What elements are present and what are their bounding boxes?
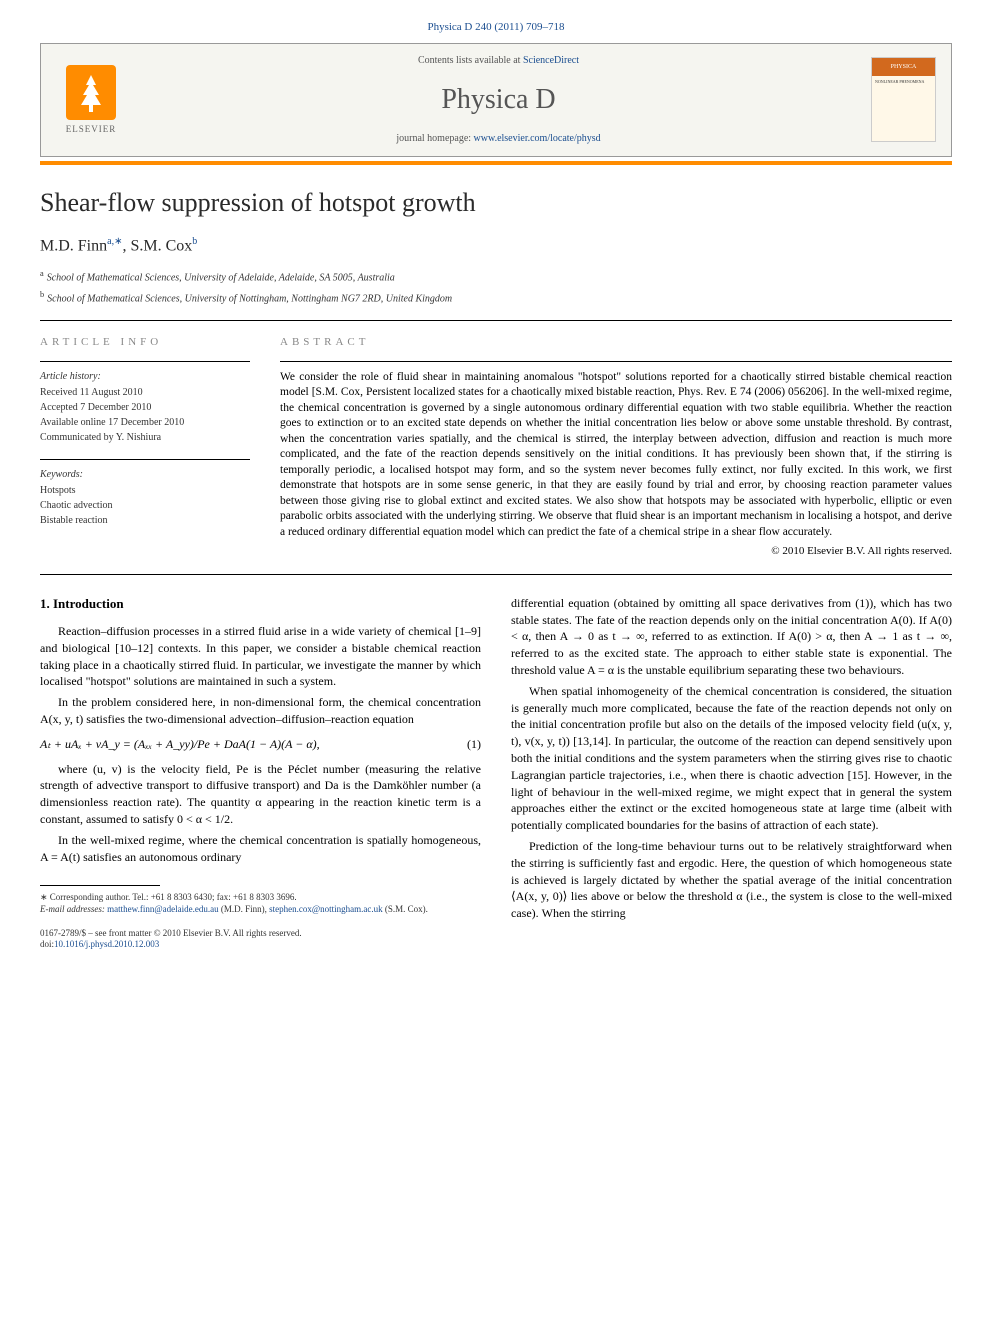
footer-line-1: 0167-2789/$ – see front matter © 2010 El… [40,928,481,940]
affiliation-a-text: School of Mathematical Sciences, Univers… [47,272,395,283]
footer-block: 0167-2789/$ – see front matter © 2010 El… [40,928,481,951]
contents-available: Contents lists available at ScienceDirec… [126,54,871,68]
eq1-body: Aₜ + uAₓ + vA_y = (Aₓₓ + A_yy)/Pe + DaA(… [40,736,320,753]
journal-header: ELSEVIER Contents lists available at Sci… [40,43,952,156]
received-line: Received 11 August 2010 [40,386,250,400]
email-addresses: E-mail addresses: matthew.finn@adelaide.… [40,904,481,916]
abstract-copyright: © 2010 Elsevier B.V. All rights reserved… [280,544,952,559]
footnote-block: ∗ Corresponding author. Tel.: +61 8 8303… [40,885,481,951]
email-1-link[interactable]: matthew.finn@adelaide.edu.au [107,904,218,914]
eq1-number: (1) [467,736,481,753]
keywords-block: Keywords: Hotspots Chaotic advection Bis… [40,468,250,528]
affiliation-a: aSchool of Mathematical Sciences, Univer… [40,268,952,285]
doi-link[interactable]: 10.1016/j.physd.2010.12.003 [54,939,159,949]
communicated-line: Communicated by Y. Nishiura [40,431,250,445]
doi-label: doi: [40,939,54,949]
keyword-3: Bistable reaction [40,514,250,528]
keywords-label: Keywords: [40,468,250,482]
abstract-rule [280,361,952,362]
body-p1: Reaction–diffusion processes in a stirre… [40,623,481,690]
history-label: Article history: [40,370,250,384]
citation-line: Physica D 240 (2011) 709–718 [40,20,952,35]
rule-top [40,320,952,321]
body-p3: where (u, v) is the velocity field, Pe i… [40,761,481,828]
homepage-link[interactable]: www.elsevier.com/locate/physd [474,133,601,144]
elsevier-logo: ELSEVIER [56,60,126,140]
email-2-who: (S.M. Cox). [383,904,428,914]
footnote-rule [40,885,160,886]
body-columns: 1. Introduction Reaction–diffusion proce… [40,595,952,951]
author-2: S.M. Cox [130,237,192,254]
keyword-2: Chaotic advection [40,499,250,513]
email-label: E-mail addresses: [40,904,107,914]
elsevier-label: ELSEVIER [66,123,117,136]
article-title: Shear-flow suppression of hotspot growth [40,185,952,221]
body-p5: differential equation (obtained by omitt… [511,595,952,679]
section-1-heading: 1. Introduction [40,595,481,613]
cover-body: NONLINEAR PHENOMENA [872,76,935,88]
journal-title: Physica D [126,80,871,119]
author-1-sup: a,∗ [107,236,122,247]
sciencedirect-link[interactable]: ScienceDirect [523,55,579,66]
cover-title: PHYSICA [872,58,935,76]
body-p7: Prediction of the long-time behaviour tu… [511,838,952,922]
info-rule-2 [40,459,250,460]
authors: M.D. Finna,∗, S.M. Coxb [40,235,952,258]
article-info-column: ARTICLE INFO Article history: Received 1… [40,335,250,559]
homepage-line: journal homepage: www.elsevier.com/locat… [126,132,871,146]
body-p2: In the problem considered here, in non-d… [40,694,481,728]
corresponding-author-note: ∗ Corresponding author. Tel.: +61 8 8303… [40,892,481,904]
rule-bottom [40,574,952,575]
article-history-block: Article history: Received 11 August 2010… [40,370,250,445]
header-center: Contents lists available at ScienceDirec… [126,54,871,145]
affiliation-b: bSchool of Mathematical Sciences, Univer… [40,289,952,306]
email-2-link[interactable]: stephen.cox@nottingham.ac.uk [269,904,383,914]
online-line: Available online 17 December 2010 [40,416,250,430]
elsevier-tree-icon [66,65,116,120]
accepted-line: Accepted 7 December 2010 [40,401,250,415]
body-p6: When spatial inhomogeneity of the chemic… [511,683,952,834]
body-p4: In the well-mixed regime, where the chem… [40,832,481,866]
abstract-column: ABSTRACT We consider the role of fluid s… [280,335,952,559]
orange-divider [40,161,952,165]
contents-prefix: Contents lists available at [418,55,523,66]
equation-1: Aₜ + uAₓ + vA_y = (Aₓₓ + A_yy)/Pe + DaA(… [40,736,481,753]
info-rule-1 [40,361,250,362]
info-abstract-row: ARTICLE INFO Article history: Received 1… [40,335,952,559]
abstract-text: We consider the role of fluid shear in m… [280,370,952,541]
email-1-who: (M.D. Finn), [219,904,270,914]
author-1: M.D. Finn [40,237,107,254]
abstract-heading: ABSTRACT [280,335,952,350]
article-info-heading: ARTICLE INFO [40,335,250,350]
journal-cover-thumbnail: PHYSICA NONLINEAR PHENOMENA [871,57,936,142]
affiliation-b-text: School of Mathematical Sciences, Univers… [47,293,452,304]
footer-doi: doi:10.1016/j.physd.2010.12.003 [40,939,481,951]
keyword-1: Hotspots [40,484,250,498]
author-2-sup: b [192,236,197,247]
homepage-prefix: journal homepage: [396,133,473,144]
